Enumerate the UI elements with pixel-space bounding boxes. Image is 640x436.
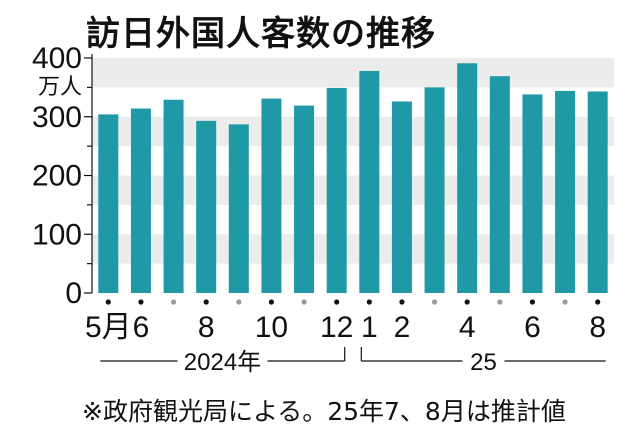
x-major-dot (203, 299, 209, 305)
x-major-dot (595, 299, 601, 305)
x-major-dot (105, 299, 111, 305)
bar (587, 91, 608, 293)
bar (196, 120, 217, 293)
y-tick-label: 0 (65, 277, 82, 310)
x-tick-label: 12 (320, 311, 353, 344)
x-minor-dot (170, 299, 177, 305)
bar (555, 90, 576, 294)
y-tick-label: 300 (32, 101, 82, 134)
y-tick-label: 400 (32, 42, 82, 75)
bar (359, 70, 380, 293)
y-tick-label: 100 (32, 218, 82, 251)
bar (391, 101, 412, 293)
bar (457, 63, 478, 293)
x-major-dot (529, 299, 536, 305)
x-tick-label: 5月 (85, 311, 132, 344)
x-minor-dot (431, 299, 438, 305)
x-tick-label: 1 (361, 311, 378, 344)
x-minor-dot (497, 299, 503, 305)
x-tick-label: 8 (198, 311, 215, 344)
bar (424, 87, 445, 293)
year-label: 2024年 (184, 349, 261, 376)
x-tick-label: 8 (589, 311, 606, 344)
bar (261, 98, 282, 293)
grid-band (92, 58, 614, 88)
x-tick-label: 6 (524, 311, 541, 344)
x-minor-dot (236, 299, 242, 305)
bar (326, 87, 347, 294)
x-tick-label: 4 (459, 311, 476, 344)
x-tick-label: 10 (255, 311, 288, 344)
x-major-dot (334, 299, 340, 305)
x-major-dot (138, 299, 144, 305)
source-note: ※政府観光局による。25年7、8月は推計値 (82, 397, 566, 426)
bar (130, 108, 151, 294)
x-major-dot (464, 299, 470, 305)
x-major-dot (399, 299, 405, 305)
x-minor-dot (301, 299, 307, 305)
y-unit-label: 万人 (38, 75, 82, 100)
bar (163, 99, 184, 294)
bar (489, 76, 510, 294)
x-tick-label: 6 (133, 311, 150, 344)
chart-title: 訪日外国人客数の推移 (86, 14, 436, 54)
y-tick-label: 200 (32, 160, 82, 193)
bar (228, 124, 249, 293)
x-major-dot (268, 299, 275, 305)
bar (522, 94, 543, 293)
x-minor-dot (562, 299, 568, 305)
bar (98, 114, 119, 294)
x-major-dot (366, 299, 372, 305)
x-tick-label: 2 (394, 311, 411, 344)
bar (294, 105, 315, 294)
year-label: 25 (470, 349, 497, 376)
